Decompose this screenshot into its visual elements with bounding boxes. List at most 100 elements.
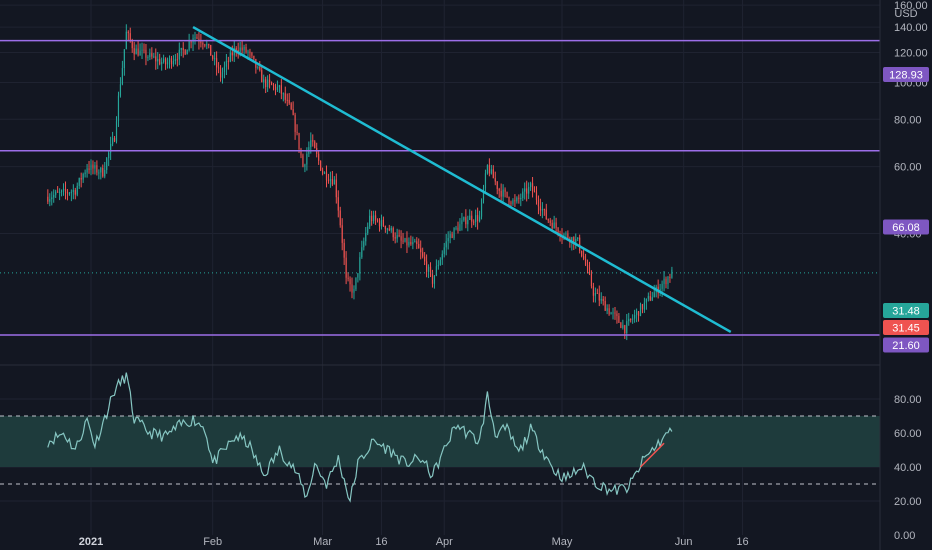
candle-body — [145, 49, 147, 58]
candle-body — [416, 241, 418, 244]
rsi-divergence-line[interactable] — [639, 442, 665, 468]
candle-body — [504, 189, 506, 192]
candle-body — [172, 61, 175, 65]
candle-body — [635, 311, 638, 315]
candle-body — [582, 256, 585, 259]
candle-body — [355, 277, 357, 290]
candle-body — [494, 178, 496, 182]
candle-body — [620, 322, 622, 328]
candle-body — [665, 278, 667, 285]
candle-body — [602, 298, 604, 301]
candle-body — [110, 143, 112, 153]
candle-body — [467, 219, 469, 225]
candle-body — [121, 68, 123, 85]
candle-body — [310, 140, 312, 148]
candle-body — [149, 53, 151, 58]
candle-body — [235, 48, 237, 50]
candle-body — [543, 209, 545, 211]
badge-last-close: 31.48 — [892, 306, 920, 318]
badge-last-close-bg — [883, 303, 929, 318]
candle-body — [508, 197, 510, 203]
candle-body — [373, 215, 375, 222]
price-tick-label: 140.00 — [894, 22, 928, 34]
candle-body — [57, 191, 59, 193]
candle-body — [610, 312, 612, 315]
candle-body — [516, 197, 518, 202]
candle-body — [374, 215, 377, 220]
candle-body — [272, 84, 275, 86]
badge-current-bg — [883, 320, 929, 335]
time-tick-label: Jun — [675, 536, 693, 548]
candle-body — [537, 199, 540, 207]
candle-body — [422, 252, 424, 257]
candle-body — [294, 114, 296, 132]
candle-body — [139, 50, 141, 56]
rsi-indicator[interactable] — [47, 372, 673, 503]
candle-body — [371, 215, 373, 222]
price-tick-label: 60.00 — [894, 162, 922, 174]
candle-body — [225, 60, 228, 67]
candle-body — [459, 224, 461, 231]
candle-body — [82, 173, 84, 180]
candle-body — [361, 247, 363, 258]
candle-body — [298, 133, 300, 150]
candle-body — [651, 297, 653, 301]
candle-body — [296, 131, 298, 134]
candle-body — [512, 200, 514, 204]
candle-body — [506, 191, 508, 198]
candle-body — [141, 49, 143, 51]
time-axis[interactable]: 2021 Feb Mar 16 Apr May Jun 16 — [79, 536, 749, 548]
candle-body — [484, 173, 487, 189]
candle-body — [314, 141, 316, 148]
candle-body — [573, 237, 575, 244]
candle-body — [106, 158, 108, 170]
candle-body — [612, 312, 614, 314]
candle-body — [323, 172, 326, 174]
candle-body — [626, 321, 628, 334]
candle-body — [239, 47, 241, 52]
candle-body — [382, 219, 385, 226]
candle-body — [337, 197, 339, 211]
candle-body — [549, 220, 551, 223]
rsi-axis[interactable]: 80.00 60.00 40.00 20.00 0.00 — [894, 394, 922, 542]
candle-body — [88, 168, 90, 171]
candle-body — [312, 140, 314, 142]
candle-body — [441, 253, 443, 260]
candle-body — [280, 85, 282, 94]
trendline[interactable] — [192, 25, 732, 334]
candle-body — [469, 215, 471, 220]
candle-body — [343, 242, 345, 258]
candle-body — [437, 265, 439, 267]
candle-body — [424, 256, 426, 262]
candle-body — [72, 190, 74, 192]
price-tick-label: 80.00 — [894, 114, 922, 126]
candle-body — [219, 68, 222, 78]
trendline-line[interactable] — [192, 25, 732, 334]
candle-body — [667, 277, 669, 285]
candle-body — [624, 325, 626, 334]
candle-body — [451, 234, 453, 238]
time-tick-label: 16 — [736, 536, 748, 548]
candle-body — [575, 239, 577, 244]
candle-body — [290, 103, 292, 110]
candle-body — [380, 219, 383, 227]
candle-body — [661, 283, 663, 289]
candle-body — [579, 237, 581, 251]
candle-body — [396, 235, 398, 239]
candle-body — [386, 228, 388, 230]
candle-body — [577, 237, 579, 240]
horizontal-levels[interactable] — [0, 39, 880, 336]
candle-body — [369, 215, 371, 227]
candle-body — [567, 233, 569, 239]
candle-body — [581, 250, 583, 257]
candle-body — [166, 62, 169, 65]
rsi-line[interactable] — [47, 372, 673, 503]
candlesticks[interactable] — [47, 24, 673, 341]
candle-body — [496, 181, 498, 189]
price-tick-label: 120.00 — [894, 47, 928, 59]
candle-body — [49, 199, 51, 202]
rsi-tick-label: 80.00 — [894, 394, 922, 406]
candle-body — [223, 66, 226, 73]
candle-body — [541, 209, 543, 211]
